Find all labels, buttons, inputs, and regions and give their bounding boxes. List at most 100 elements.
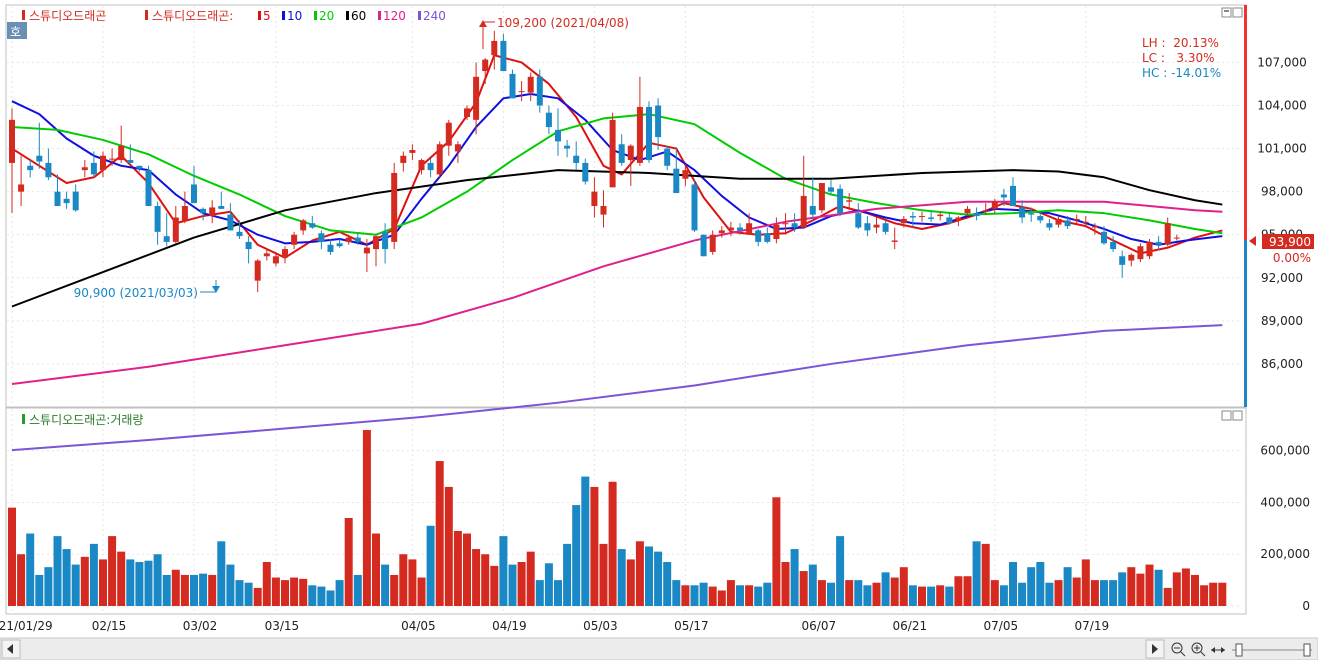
volume-bar [645,546,653,606]
volume-bar [1009,562,1017,606]
candle-body [1055,218,1062,225]
volume-bar [681,585,690,606]
volume-bar [544,563,553,606]
candle-body [509,73,516,99]
volume-bar [244,582,253,606]
candle-body [809,206,816,215]
horizontal-scrollbar[interactable] [0,637,1318,661]
volume-bar [408,559,417,606]
volume-bar [253,587,262,606]
volume-bar [99,559,107,606]
volume-bar [62,549,71,606]
candle-body [636,106,643,163]
candle-body [791,223,798,228]
candle-body [718,230,725,234]
right-price-strip-lower [1244,240,1247,407]
candle-body [1028,213,1035,215]
volume-bar [299,578,308,606]
volume-bar [144,560,153,606]
volume-bar [399,554,408,606]
candle-body [409,150,416,153]
price-pane-close-button[interactable] [1232,7,1243,18]
volume-bar [417,577,426,606]
volume-bar [854,580,863,606]
candle-body [655,105,662,138]
volume-bar [990,580,999,606]
mode-badge[interactable] [7,22,27,39]
date-tick-label: 07/19 [1075,619,1110,633]
candle-body [709,234,716,252]
volume-bar [1063,567,1072,606]
date-tick-label: 02/15 [92,619,127,633]
volume-bar [153,554,162,606]
candle-body [263,253,270,257]
candle-body [627,145,634,161]
candlesticks [9,30,1180,293]
candle-body [1173,237,1180,239]
ma-legend-swatch [258,11,261,20]
volume-bar [171,569,180,606]
candle-body [1119,256,1126,265]
date-tick-label: 04/05 [401,619,436,633]
price-tick-label: 101,000 [1257,142,1307,156]
volume-bar [836,536,845,606]
candle-body [454,144,461,152]
candle-body [527,76,534,93]
candle-body [882,223,889,232]
candle-body [700,234,707,257]
volume-pane-close-button[interactable] [1232,410,1243,421]
price-pane-maximize-button[interactable] [1221,7,1232,18]
candle-body [800,195,807,228]
price-pane-maximize-icon [1224,10,1229,12]
current-price-box [1262,234,1314,249]
volume-bar [781,562,790,606]
volume-tick-label: 0 [1302,599,1310,613]
volume-bars [8,430,1227,606]
ma-legend-items: 5 10 20 60 120 240 [258,9,446,23]
candle-body [145,170,152,206]
volume-bar [1118,572,1127,606]
candle-body [837,188,844,214]
candle-body [391,172,398,242]
candle-body [236,231,243,237]
volume-bar [1045,582,1054,606]
volume-bar [463,533,471,606]
volume-bar [335,580,344,606]
volume-bar [1072,577,1081,606]
volume-tick-label: 600,000 [1260,444,1310,458]
volume-bar [999,585,1008,606]
volume-bar [845,580,854,606]
scrollbar-track[interactable] [0,637,1318,661]
candle-body [163,236,170,242]
candle-body [928,217,935,219]
candle-body [555,129,561,142]
legend-swatch [22,10,25,20]
legend-instrument: 스튜디오드래곤 [29,9,106,23]
candle-body [818,183,825,211]
candle-body [828,187,834,192]
candle-body [727,227,734,231]
price-tick-label: 98,000 [1261,185,1303,199]
expand-icon[interactable] [1211,647,1225,653]
zoom-in-icon[interactable] [1191,642,1206,657]
candle-body [154,206,161,232]
volume-pane-maximize-button[interactable] [1221,410,1232,421]
ma-20-line [11,113,1223,236]
volume-bar [453,530,462,606]
candle-body [54,191,61,206]
candle-body [336,243,343,247]
candle-body [400,155,407,163]
range-slider[interactable] [1232,643,1312,657]
high-annotation: 109,200 (2021/04/08) [479,16,629,49]
zoom-out-icon[interactable] [1171,642,1186,657]
volume-bar [1154,569,1163,606]
candle-body [427,162,434,171]
volume-bar [817,580,826,606]
candle-body [445,122,452,146]
candle-body [973,213,980,217]
candle-body [1064,220,1071,227]
volume-bar [1081,559,1090,606]
candle-body [63,198,70,204]
candle-body [664,148,671,166]
